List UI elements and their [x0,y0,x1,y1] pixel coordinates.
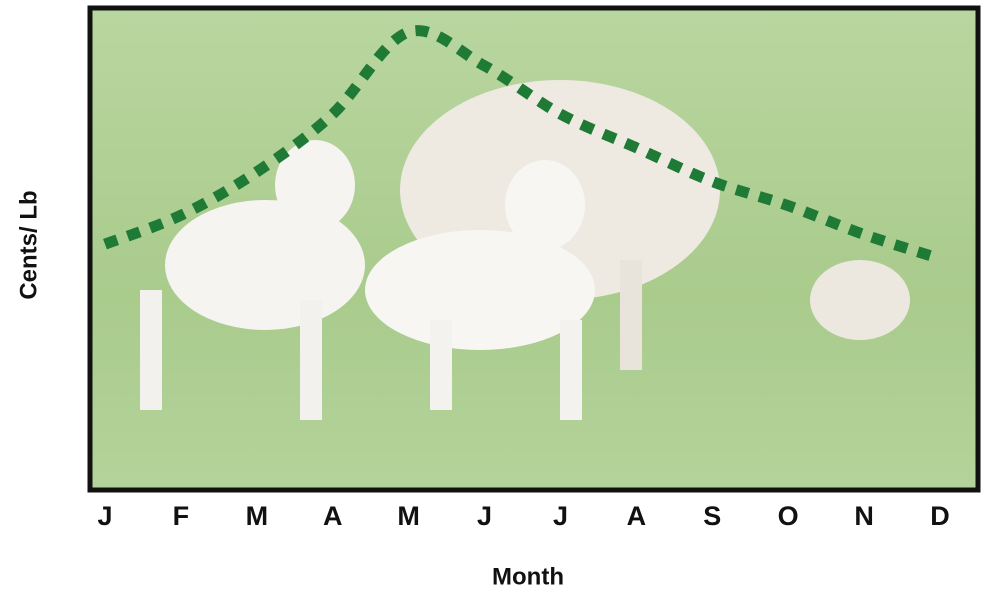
x-tick-label: J [477,501,492,531]
y-axis-label: Cents/ Lb [15,190,42,299]
x-tick-label: M [246,501,269,531]
x-tick-label: O [778,501,799,531]
x-tick-label: A [627,501,647,531]
x-tick-label: M [397,501,420,531]
x-tick-label: N [854,501,874,531]
x-tick-label: D [930,501,950,531]
x-tick-label: S [703,501,721,531]
x-tick-label: F [173,501,190,531]
x-axis-label: Month [492,563,564,590]
plot-frame [87,5,981,493]
background-photo [90,8,978,490]
x-tick-label: J [553,501,568,531]
x-tick-label: J [97,501,112,531]
x-tick-label: A [323,501,343,531]
price-line [103,25,942,264]
